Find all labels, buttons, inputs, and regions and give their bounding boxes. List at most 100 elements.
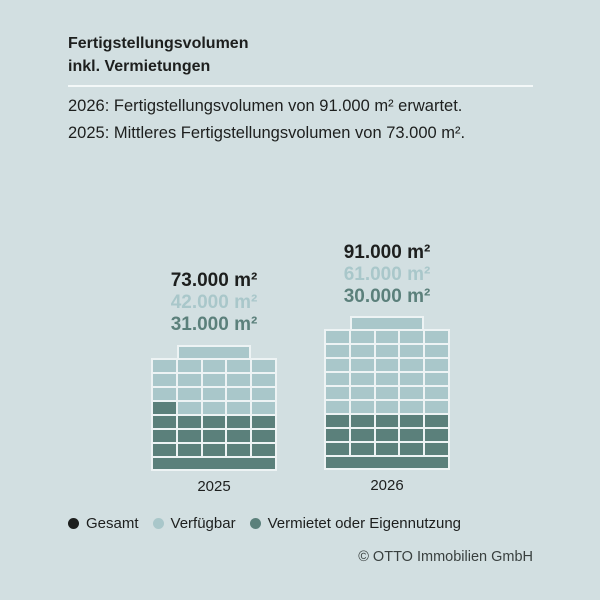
building-cell: [153, 360, 176, 372]
building-cell: [425, 387, 448, 399]
building-cell: [375, 401, 399, 413]
building-cell: [202, 402, 226, 414]
building-cell: [326, 443, 349, 455]
building-penthouse: [350, 316, 424, 329]
building-cell: [350, 387, 374, 399]
building-cell: [227, 360, 251, 372]
building-cell: [425, 345, 448, 357]
building-cell: [375, 443, 399, 455]
building-cell: [177, 444, 201, 456]
building-cell: [202, 374, 226, 386]
building-cell: [350, 373, 374, 385]
value-label-let: 31.000 m²: [170, 314, 258, 335]
building-cell: [400, 415, 424, 427]
building-cell: [153, 430, 176, 442]
building-cell: [375, 429, 399, 441]
building-cell: [227, 444, 251, 456]
building-cell: [153, 388, 176, 400]
building-box: [324, 329, 450, 470]
value-label-let: 30.000 m²: [343, 286, 431, 307]
building-cell: [400, 359, 424, 371]
building-cell: [425, 443, 448, 455]
building-cell: [202, 360, 226, 372]
building-cell: [326, 429, 349, 441]
building-cell: [326, 331, 349, 343]
intro-text: 2026: Fertigstellungsvolumen von 91.000 …: [68, 93, 465, 147]
building-cell: [400, 443, 424, 455]
building-cell: [202, 430, 226, 442]
intro-line-2025: 2025: Mittleres Fertigstellungsvolumen v…: [68, 124, 466, 142]
building-cell: [252, 444, 275, 456]
page-title-line1: Fertigstellungsvolumen: [68, 35, 249, 52]
legend-item-vermietet: Vermietet oder Eigennutzung: [249, 515, 462, 532]
value-label-total: 91.000 m²: [343, 242, 431, 263]
header-divider: [68, 85, 533, 87]
building-cell: [375, 345, 399, 357]
building-base: [153, 458, 275, 469]
building-cell: [227, 388, 251, 400]
building-cell: [400, 373, 424, 385]
building-cell: [375, 373, 399, 385]
building-cell: [252, 402, 275, 414]
building-group-2026: 91.000 m² 61.000 m² 30.000 m² 2026: [311, 242, 463, 494]
building-cell: [153, 402, 176, 414]
building-floors: [326, 331, 448, 455]
building-cell: [425, 373, 448, 385]
building-cell: [252, 360, 275, 372]
building-cell: [252, 374, 275, 386]
building-cell: [350, 415, 374, 427]
building-cell: [227, 430, 251, 442]
building-cell: [177, 430, 201, 442]
building-cell: [425, 331, 448, 343]
legend-label-verfuegbar: Verfügbar: [170, 515, 236, 532]
building-cell: [326, 359, 349, 371]
building-cell: [227, 374, 251, 386]
page-title: Fertigstellungsvolumen inkl. Vermietunge…: [68, 32, 248, 78]
building-cell: [375, 359, 399, 371]
building-cell: [400, 387, 424, 399]
building-cell: [425, 401, 448, 413]
value-label-total: 73.000 m²: [170, 270, 258, 291]
building-cell: [400, 345, 424, 357]
building-cell: [252, 388, 275, 400]
building-cell: [153, 444, 176, 456]
building-cell: [425, 415, 448, 427]
building-cell: [350, 331, 374, 343]
building-floors: [153, 360, 275, 456]
building-group-2025: 73.000 m² 42.000 m² 31.000 m² 2025: [138, 270, 290, 495]
building-penthouse: [177, 345, 251, 358]
building-cell: [375, 331, 399, 343]
building-box: [151, 358, 277, 471]
building-cell: [350, 359, 374, 371]
building-cell: [177, 402, 201, 414]
legend-label-vermietet: Vermietet oder Eigennutzung: [267, 515, 462, 532]
building-cell: [425, 429, 448, 441]
legend-item-gesamt: Gesamt: [68, 515, 139, 532]
building-cell: [153, 374, 176, 386]
legend-dot-vermietet: [249, 518, 261, 529]
penthouse-fill: [179, 347, 249, 358]
copyright-notice: © OTTO Immobilien GmbH: [358, 549, 533, 565]
building-cell: [326, 387, 349, 399]
building-cell: [202, 388, 226, 400]
building-value-labels: 91.000 m² 61.000 m² 30.000 m²: [344, 242, 431, 308]
building-cell: [177, 388, 201, 400]
building-cell: [425, 359, 448, 371]
value-label-available: 42.000 m²: [170, 292, 258, 313]
intro-line-2026: 2026: Fertigstellungsvolumen von 91.000 …: [68, 97, 463, 115]
building-cell: [350, 429, 374, 441]
building-cell: [252, 430, 275, 442]
building-cell: [177, 374, 201, 386]
building-cell: [202, 416, 226, 428]
page-title-line2: inkl. Vermietungen: [68, 58, 211, 75]
building-cell: [350, 345, 374, 357]
penthouse-fill: [352, 318, 422, 329]
legend: Gesamt Verfügbar Vermietet oder Eigennut…: [68, 515, 461, 532]
building-value-labels: 73.000 m² 42.000 m² 31.000 m²: [171, 270, 258, 336]
building-cell: [252, 416, 275, 428]
legend-dot-verfuegbar: [152, 518, 164, 529]
category-label: 2025: [197, 478, 231, 495]
value-label-available: 61.000 m²: [343, 264, 431, 285]
building-cell: [350, 443, 374, 455]
